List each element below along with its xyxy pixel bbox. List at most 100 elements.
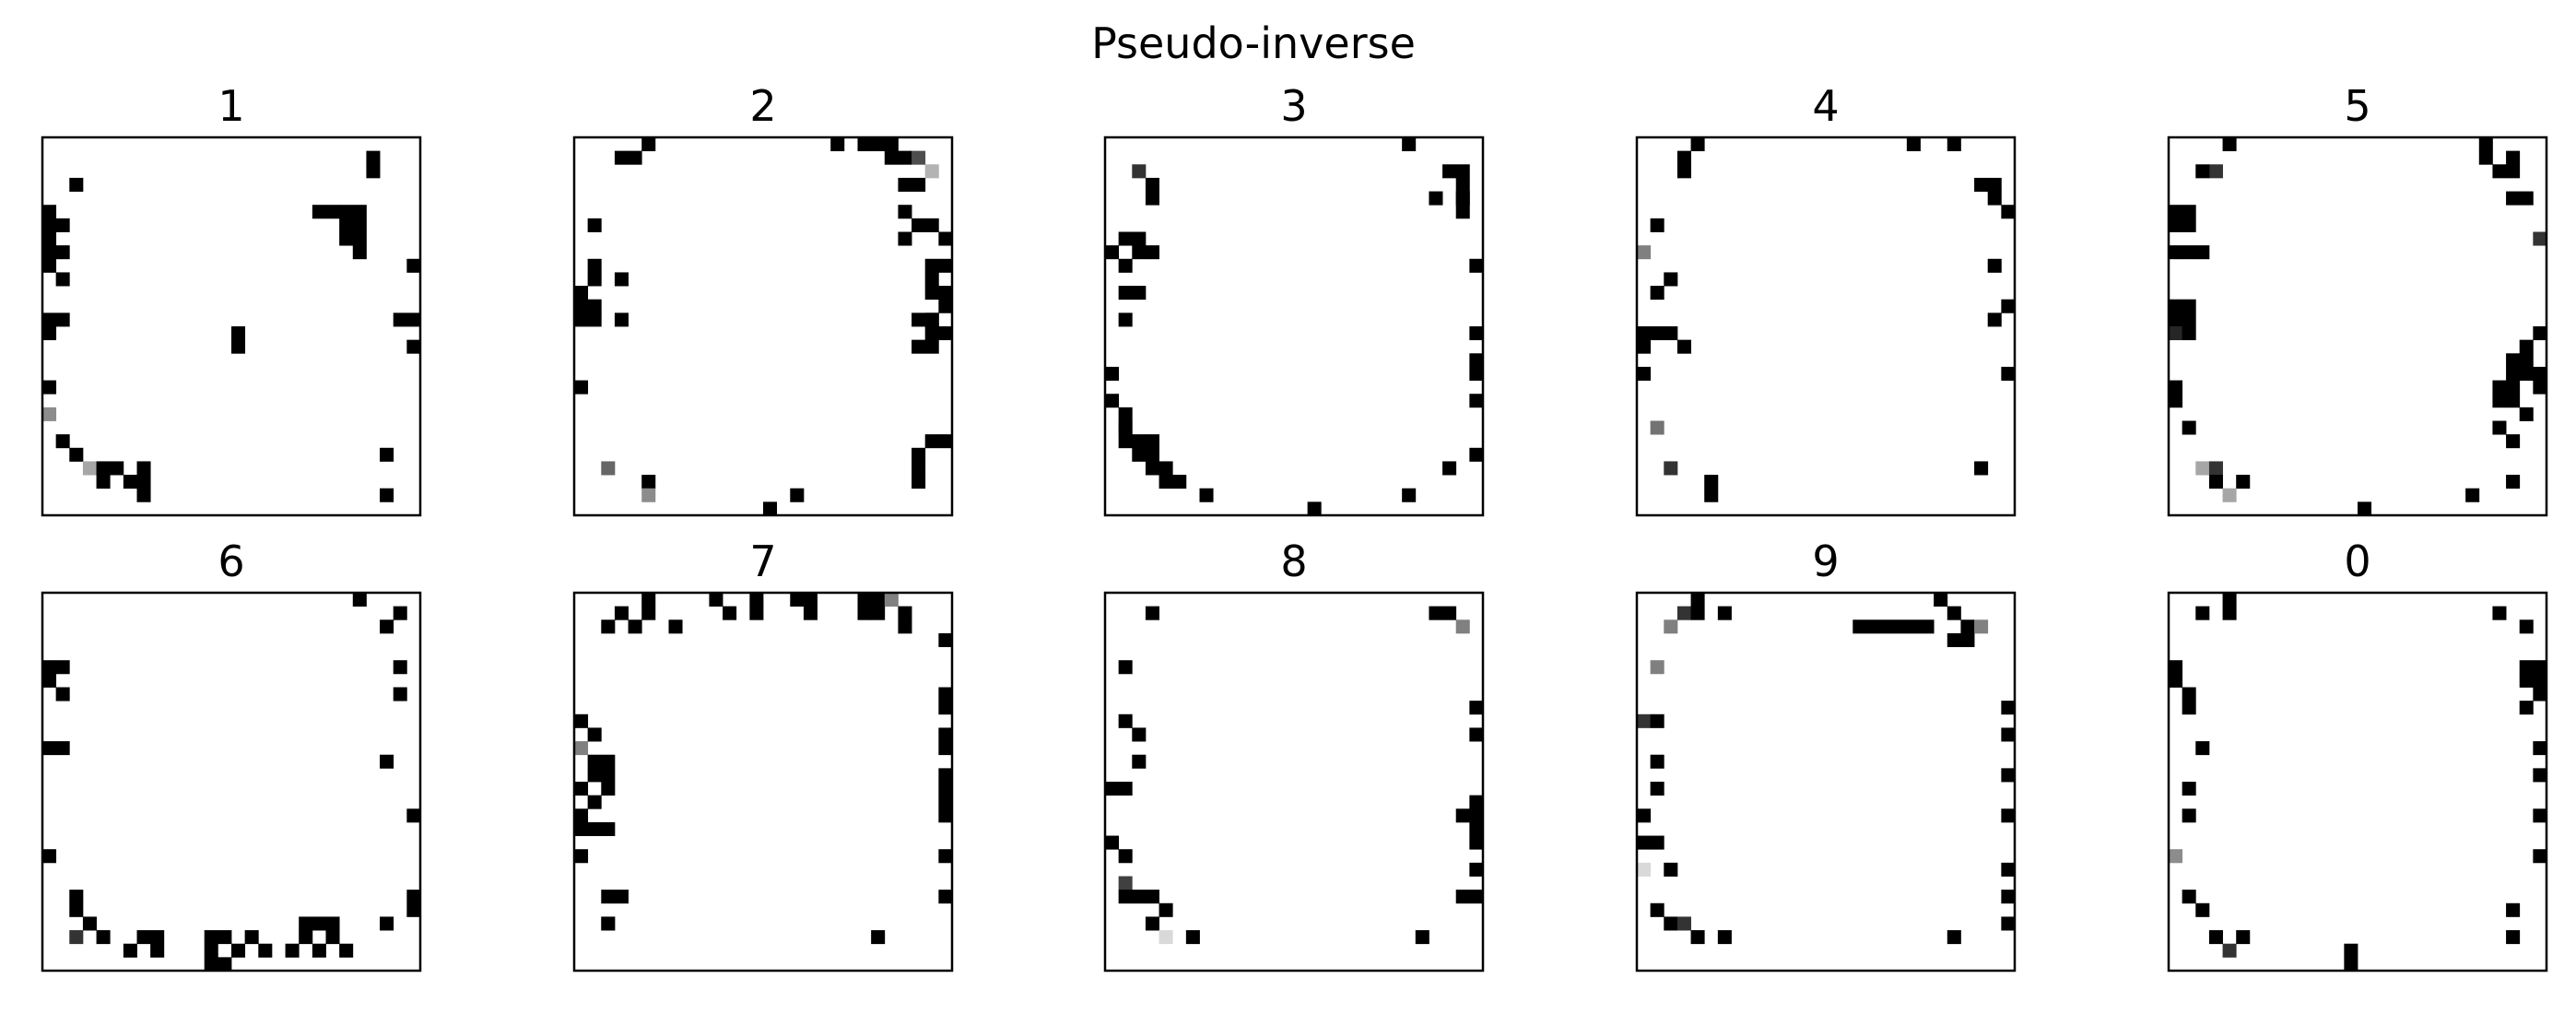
pixel-cell	[1906, 137, 1921, 152]
pixel-cell	[2506, 191, 2521, 206]
pixel-cell	[69, 902, 84, 917]
pixel-cell	[587, 754, 602, 769]
pixel-cell	[366, 150, 381, 165]
pixel-cell	[1960, 632, 1975, 647]
pixel-cell	[1429, 191, 1443, 206]
panel-frame	[2167, 591, 2548, 973]
panel-6: 6	[41, 536, 422, 973]
pixel-cell	[406, 339, 421, 354]
pixel-cell	[898, 205, 912, 219]
pixel-cell	[352, 231, 367, 246]
pixel-cell	[1637, 339, 1652, 354]
pixel-cell	[55, 660, 70, 675]
pixel-cell	[1159, 475, 1173, 489]
pixel-cell	[55, 312, 70, 327]
pixel-cell	[1664, 326, 1678, 341]
panel-frame	[1103, 136, 1485, 517]
pixel-cell	[2182, 218, 2196, 232]
pixel-cell	[668, 619, 683, 634]
pixel-cell	[1145, 461, 1159, 476]
pixel-cell	[299, 916, 313, 931]
pixel-cell	[1118, 876, 1133, 890]
panel-background	[1637, 137, 2015, 515]
pixel-cell	[924, 434, 939, 449]
pixel-cell	[2478, 150, 2493, 165]
pixel-cell	[1664, 619, 1678, 634]
pixel-cell	[2519, 366, 2534, 381]
pixel-cell	[1469, 701, 1484, 715]
pixel-cell	[2222, 593, 2237, 607]
pixel-cell	[2533, 231, 2547, 246]
pixel-cell	[2506, 434, 2521, 449]
pixel-cell	[1442, 606, 1457, 620]
pixel-cell	[352, 593, 367, 607]
panel-frame	[2167, 136, 2548, 517]
panel-background	[574, 137, 952, 515]
pixel-cell	[1159, 902, 1173, 917]
pixel-cell	[601, 821, 616, 836]
pixel-cell	[1637, 808, 1652, 823]
pixel-cell	[1469, 821, 1484, 836]
pixel-cell	[406, 808, 421, 823]
pixel-cell	[1132, 754, 1147, 769]
pixel-cell	[587, 272, 602, 287]
pixel-cell	[924, 218, 939, 232]
pixel-cell	[1664, 862, 1678, 877]
pixel-cell	[339, 218, 354, 232]
pixel-cell	[924, 164, 939, 179]
pixel-cell	[2001, 299, 2016, 313]
pixel-cell	[1145, 245, 1159, 260]
pixel-cell	[2169, 380, 2183, 395]
pixel-cell	[912, 150, 926, 165]
pixel-cell	[574, 286, 589, 301]
pixel-cell	[406, 902, 421, 917]
pixel-cell	[2001, 366, 2016, 381]
pixel-cell	[1650, 713, 1664, 728]
pixel-cell	[574, 849, 589, 864]
pixel-cell	[218, 930, 232, 945]
pixel-cell	[1118, 660, 1133, 675]
pixel-cell	[42, 660, 57, 675]
pixel-cell	[42, 407, 57, 421]
pixel-cell	[1145, 434, 1159, 449]
pixel-cell	[641, 593, 656, 607]
pixel-cell	[871, 930, 886, 945]
pixel-cell	[1307, 501, 1322, 516]
pixel-cell	[1650, 902, 1664, 917]
pixel-cell	[2169, 660, 2183, 675]
pixel-cell	[123, 475, 137, 489]
pixel-cell	[55, 272, 70, 287]
panel-frame	[1635, 136, 2017, 517]
pixel-cell	[2195, 902, 2210, 917]
pixel-cell	[393, 606, 407, 620]
pixel-cell	[2519, 619, 2534, 634]
pixel-cell	[2533, 768, 2547, 783]
pixel-cell	[42, 312, 57, 327]
pixel-cell	[1118, 890, 1133, 904]
pixel-cell	[898, 619, 912, 634]
pixel-cell	[1717, 930, 1732, 945]
panel-background	[42, 593, 420, 971]
pixel-cell	[2533, 380, 2547, 395]
pixel-cell	[1118, 286, 1133, 301]
pixel-cell	[1987, 258, 2002, 273]
pixel-cell	[628, 619, 642, 634]
pixel-cell	[857, 137, 872, 152]
pixel-cell	[1690, 930, 1705, 945]
pixel-cell	[2519, 407, 2534, 421]
pixel-cell	[325, 930, 340, 945]
panel-background	[2169, 593, 2547, 971]
pixel-cell	[898, 606, 912, 620]
pixel-cell	[55, 218, 70, 232]
pixel-cell	[1145, 606, 1159, 620]
pixel-cell	[1974, 461, 1989, 476]
pixel-cell	[614, 150, 629, 165]
panel-title: 3	[1280, 81, 1307, 131]
pixel-cell	[69, 177, 84, 192]
pixel-cell	[790, 488, 805, 502]
pixel-cell	[2169, 849, 2183, 864]
pixel-cell	[1145, 447, 1159, 462]
pixel-cell	[871, 137, 886, 152]
pixel-cell	[2182, 326, 2196, 341]
pixel-cell	[2001, 808, 2016, 823]
